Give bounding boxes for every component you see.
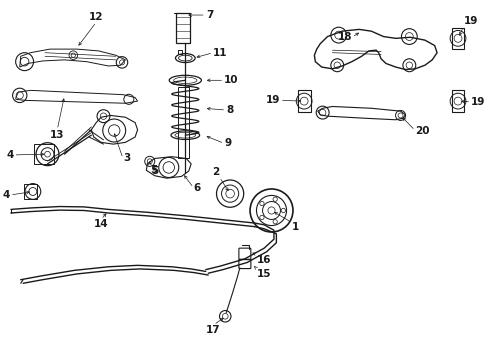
Text: 15: 15 bbox=[257, 269, 271, 279]
Text: 10: 10 bbox=[224, 75, 239, 85]
Text: 13: 13 bbox=[50, 130, 65, 140]
Text: 1: 1 bbox=[292, 222, 299, 232]
Text: 14: 14 bbox=[94, 220, 108, 229]
Text: 18: 18 bbox=[338, 32, 352, 42]
Bar bbox=[452, 28, 465, 49]
Text: 7: 7 bbox=[206, 10, 213, 20]
Text: 20: 20 bbox=[415, 126, 430, 135]
Bar bbox=[452, 90, 465, 112]
Text: 19: 19 bbox=[471, 97, 486, 107]
Text: 6: 6 bbox=[194, 183, 201, 193]
Bar bbox=[178, 50, 182, 54]
Text: 5: 5 bbox=[151, 166, 158, 176]
Text: 4: 4 bbox=[2, 190, 10, 200]
Text: 19: 19 bbox=[266, 95, 280, 105]
Text: 2: 2 bbox=[212, 167, 220, 177]
Text: 4: 4 bbox=[6, 150, 13, 160]
Text: 11: 11 bbox=[213, 48, 227, 58]
Bar bbox=[34, 144, 54, 164]
Text: 3: 3 bbox=[123, 153, 130, 163]
Bar bbox=[298, 90, 311, 112]
Text: 8: 8 bbox=[226, 105, 233, 115]
Text: 17: 17 bbox=[206, 325, 221, 335]
Text: 5: 5 bbox=[150, 165, 157, 175]
Bar bbox=[175, 13, 190, 43]
Bar bbox=[178, 87, 189, 158]
Text: 12: 12 bbox=[89, 12, 103, 22]
Text: 19: 19 bbox=[464, 16, 478, 26]
Text: 16: 16 bbox=[257, 255, 271, 265]
Text: 9: 9 bbox=[224, 139, 231, 148]
Bar bbox=[24, 184, 37, 199]
